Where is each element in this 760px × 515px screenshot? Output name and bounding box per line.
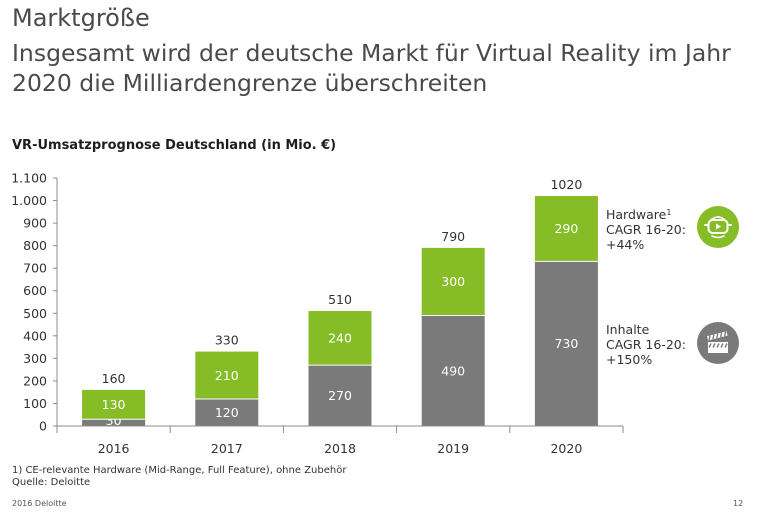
bar-segment-inhalte (421, 315, 485, 426)
bar-total-label: 510 (328, 292, 352, 307)
x-tick-label: 2020 (550, 441, 582, 456)
bar-total-label: 160 (102, 371, 126, 386)
y-tick-label: 400 (23, 328, 47, 343)
y-tick-label: 500 (23, 306, 47, 321)
bar-segment-inhalte (534, 261, 598, 426)
bar-segment-hardware (195, 351, 259, 399)
y-tick-label: 300 (23, 351, 47, 366)
y-tick-label: 800 (23, 238, 47, 253)
bar-value-label: 240 (328, 331, 352, 346)
legend-content-name: Inhalte (606, 322, 650, 337)
bar-value-label: 730 (554, 336, 578, 351)
stacked-bar-chart: 0 100 200 300 400 500 600 700 800 900 1.000 1.100 30… (11, 171, 624, 456)
legend-content: Inhalte CAGR 16-20: +150% (606, 322, 686, 367)
y-tick-label: 0 (39, 419, 47, 434)
bar-value-label: 210 (215, 368, 239, 383)
bar-segment-hardware (421, 247, 485, 316)
bar-segment-hardware (82, 389, 146, 420)
bar-segment-inhalte (195, 398, 259, 426)
page-number: 12 (733, 499, 744, 508)
legend-hardware: Hardware1 CAGR 16-20: +44% (606, 207, 686, 252)
legend-hardware-growth: +44% (606, 237, 645, 252)
bar-total-label: 1020 (550, 177, 582, 192)
chart-title: VR-Umsatzprognose Deutschland (in Mio. €… (12, 138, 337, 153)
bar-segment-inhalte (82, 419, 146, 426)
bar-segment-hardware (308, 311, 372, 366)
y-tick-label: 200 (23, 373, 47, 388)
page-headline: Insgesamt wird der deutsche Markt für Vi… (12, 39, 731, 97)
bar-value-label: 290 (554, 221, 578, 236)
bar-segment-inhalte (308, 365, 372, 426)
clapperboard-icon (697, 322, 739, 364)
source-line: Quelle: Deloitte (12, 477, 91, 488)
y-tick-label: 1.000 (11, 193, 47, 208)
legend-hardware-name: Hardware (606, 207, 667, 222)
footnote: 1) CE-relevante Hardware (Mid-Range, Ful… (12, 465, 346, 489)
y-tick-label: 600 (23, 283, 47, 298)
legend-hardware-cagr: CAGR 16-20: (606, 222, 686, 237)
x-tick-label: 2016 (98, 441, 130, 456)
bar-value-label: 130 (102, 397, 126, 412)
bar-value-label: 300 (441, 274, 465, 289)
bar-value-label: 270 (328, 388, 352, 403)
footnote-line: 1) CE-relevante Hardware (Mid-Range, Ful… (12, 465, 347, 476)
y-tick-label: 900 (23, 216, 47, 231)
footnote-ref: 1 (666, 208, 672, 217)
bar-value-label: 490 (441, 363, 465, 378)
footer-copyright: 2016 Deloitte (12, 499, 67, 508)
x-tick-label: 2018 (324, 441, 356, 456)
section-title: Marktgröße (12, 4, 150, 32)
bar-segment-hardware (534, 196, 598, 262)
bar-total-label: 790 (441, 229, 465, 244)
legend-content-cagr: CAGR 16-20: (606, 337, 686, 352)
legend-content-growth: +150% (606, 352, 653, 367)
y-tick-label: 700 (23, 261, 47, 276)
x-tick-label: 2017 (211, 441, 243, 456)
y-tick-label: 100 (23, 396, 47, 411)
bar-total-label: 330 (215, 333, 239, 348)
x-tick-label: 2019 (437, 441, 469, 456)
y-tick-label: 1.100 (11, 171, 47, 186)
bar-value-label: 120 (215, 405, 239, 420)
vr-headset-icon (697, 206, 739, 248)
